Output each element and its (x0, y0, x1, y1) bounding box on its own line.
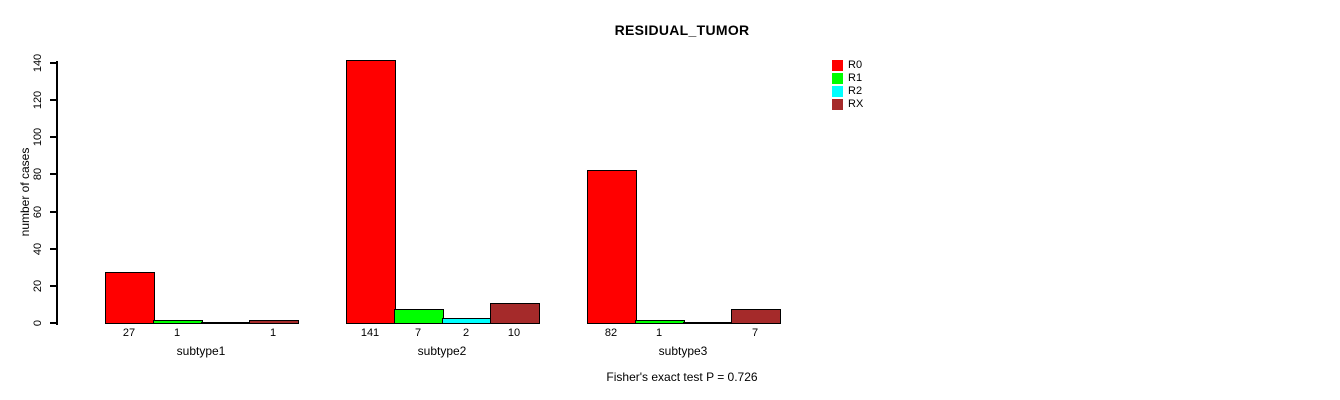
bar-value-label: 2 (462, 327, 470, 339)
bar-R1-subtype2 (394, 309, 444, 324)
legend-label-RX: RX (848, 98, 864, 110)
y-tick (50, 136, 56, 138)
y-tick-label: 120 (32, 90, 44, 110)
fisher-test-annotation: Fisher's exact test P = 0.726 (606, 370, 758, 384)
y-tick (50, 62, 56, 64)
bar-R2-subtype2 (442, 318, 492, 324)
legend-item-R2: R2 (832, 86, 863, 97)
legend-item-R1: R1 (832, 73, 863, 84)
legend-swatch-RX (832, 99, 843, 110)
y-tick (50, 99, 56, 101)
bar-R1-subtype1 (153, 320, 203, 324)
bar-RX-subtype1 (249, 320, 299, 324)
legend-swatch-R2 (832, 86, 843, 97)
legend-label-R0: R0 (848, 59, 863, 71)
legend-label-R1: R1 (848, 72, 863, 84)
y-tick-label: 40 (32, 242, 44, 256)
bar-R1-subtype3 (635, 320, 685, 324)
legend-item-RX: RX (832, 99, 863, 110)
y-tick-label: 20 (32, 279, 44, 293)
bar-R2-subtype3 (683, 322, 733, 324)
y-tick (50, 248, 56, 250)
y-tick-label: 60 (32, 205, 44, 219)
legend-label-R2: R2 (848, 85, 863, 97)
x-category-label-subtype2: subtype2 (417, 344, 467, 358)
y-tick-label: 80 (32, 167, 44, 181)
bar-value-label: 1 (173, 327, 181, 339)
y-tick-label: 100 (32, 127, 44, 147)
bar-value-label: 10 (507, 327, 521, 339)
bar-value-label: 82 (604, 327, 618, 339)
x-category-label-subtype3: subtype3 (658, 344, 708, 358)
y-axis-line (56, 61, 58, 325)
legend: R0 R1 R2 RX (832, 60, 863, 112)
bar-value-label: 27 (122, 327, 136, 339)
legend-swatch-R0 (832, 60, 843, 71)
y-tick (50, 322, 56, 324)
bar-R0-subtype3 (587, 170, 637, 324)
y-tick (50, 173, 56, 175)
bar-value-label: 141 (360, 327, 380, 339)
bar-R2-subtype1 (201, 322, 251, 324)
legend-item-R0: R0 (832, 60, 863, 71)
y-tick-label: 0 (32, 319, 44, 327)
bar-RX-subtype3 (731, 309, 781, 324)
y-axis-label: number of cases (18, 147, 32, 237)
bar-value-label: 1 (655, 327, 663, 339)
y-tick (50, 285, 56, 287)
bar-value-label: 7 (414, 327, 422, 339)
bar-value-label: 7 (751, 327, 759, 339)
bar-RX-subtype2 (490, 303, 540, 324)
y-tick-label: 140 (32, 53, 44, 73)
bar-value-label: 1 (269, 327, 277, 339)
chart-title: RESIDUAL_TUMOR (614, 22, 750, 38)
legend-swatch-R1 (832, 73, 843, 84)
x-category-label-subtype1: subtype1 (176, 344, 226, 358)
y-tick (50, 211, 56, 213)
bar-R0-subtype1 (105, 272, 155, 324)
bar-R0-subtype2 (346, 60, 396, 324)
